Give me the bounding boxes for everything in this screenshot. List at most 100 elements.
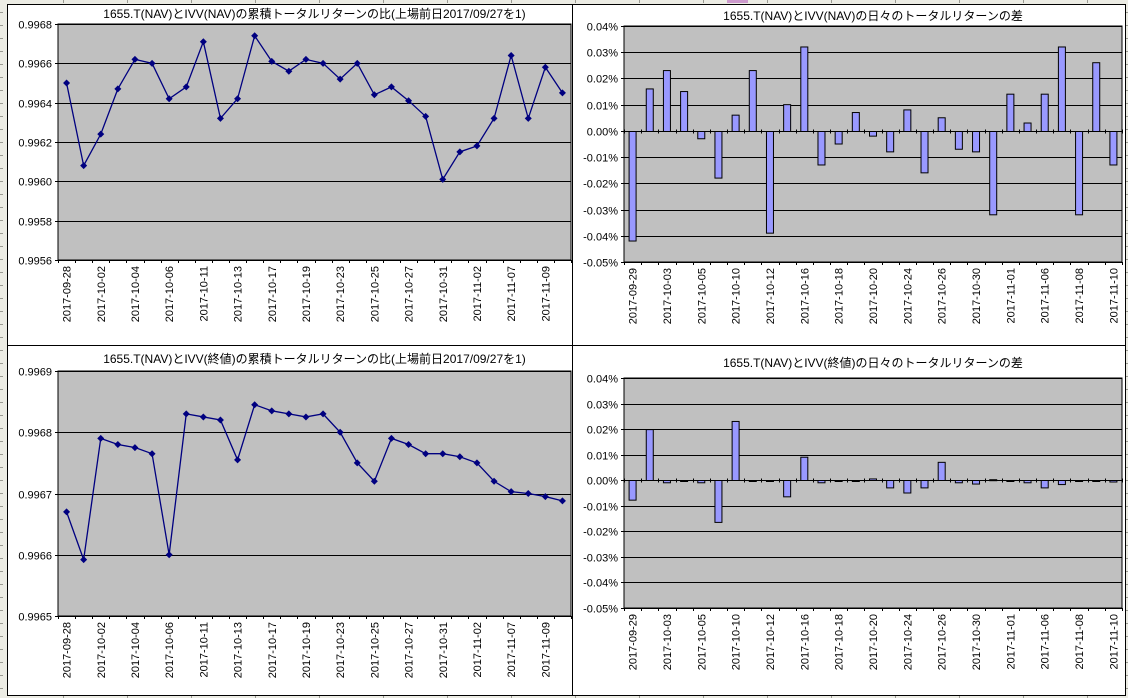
svg-text:2017-11-10: 2017-11-10 [1108,268,1120,323]
line-series [63,32,566,183]
data-point-marker [97,130,105,138]
svg-text:-0.03%: -0.03% [583,206,618,218]
chart-cumulative-nav-nav[interactable]: 1655.T(NAV)とIVV(NAV)の累積トータルリターンの比(上場前日20… [7,4,573,346]
svg-text:-0.01%: -0.01% [583,502,618,514]
svg-text:0.9968: 0.9968 [18,428,52,440]
data-point-marker [439,450,447,458]
bar [954,131,963,150]
svg-text:2017-10-02: 2017-10-02 [96,622,108,678]
svg-text:2017-10-31: 2017-10-31 [438,266,450,322]
svg-text:-0.04%: -0.04% [583,232,618,244]
svg-text:2017-11-06: 2017-11-06 [1040,614,1052,669]
bar [714,131,723,179]
data-point-marker [165,551,173,559]
data-point-marker [405,441,413,448]
svg-text:0.9967: 0.9967 [18,490,52,502]
y-axis: 0.04% 0.03% 0.02% 0.01% 0.00% -0.01% -0.02% -0.… [583,22,1122,270]
bar [628,480,637,501]
bar-series [624,46,1123,242]
svg-text:2017-10-17: 2017-10-17 [267,622,279,678]
svg-text:0.01%: 0.01% [587,451,618,463]
svg-text:0.04%: 0.04% [587,374,618,386]
bar [834,131,843,145]
data-point-marker [473,459,481,467]
svg-text:2017-10-23: 2017-10-23 [335,266,347,322]
bar [1040,480,1049,489]
bar-chart-plot: 0.04% 0.03% 0.02% 0.01% 0.00% -0.01% -0.02% -0.… [583,374,1123,670]
bar [937,117,946,133]
data-point-marker [182,83,190,91]
bar [937,461,946,482]
svg-text:2017-11-10: 2017-11-10 [1108,614,1120,669]
svg-text:2017-10-03: 2017-10-03 [662,614,674,670]
data-point-marker [524,490,532,497]
svg-text:2017-10-05: 2017-10-05 [696,614,708,670]
bar [851,112,860,132]
data-point-marker [182,410,190,418]
svg-text:-0.04%: -0.04% [583,578,618,590]
svg-text:0.03%: 0.03% [587,48,618,60]
svg-text:2017-09-29: 2017-09-29 [628,268,640,324]
line-chart-plot: 0.9968 0.9966 0.9964 0.9962 0.9960 0.9958 0.99… [18,20,572,322]
svg-text:2017-09-29: 2017-09-29 [628,614,640,670]
data-point-marker [131,444,139,452]
svg-text:2017-10-12: 2017-10-12 [765,268,777,324]
svg-text:2017-10-27: 2017-10-27 [404,266,416,322]
svg-text:2017-10-04: 2017-10-04 [130,266,142,322]
svg-text:2017-11-06: 2017-11-06 [1040,268,1052,323]
svg-text:2017-11-07: 2017-11-07 [506,266,518,321]
chart-daily-diff-nav-close[interactable]: 1655.T(NAV)とIVV(終値)の日々のトータルリターンの差 0.04% 0… [572,345,1126,696]
data-point-marker [268,407,276,415]
chart-title: 1655.T(NAV)とIVV(終値)の日々のトータルリターンの差 [723,356,1023,370]
svg-text:2017-10-11: 2017-10-11 [198,622,210,677]
bar [765,131,774,234]
bar [886,131,895,153]
svg-text:-0.05%: -0.05% [583,604,618,616]
bar [920,131,929,174]
chart-cumulative-nav-close[interactable]: 1655.T(NAV)とIVV(終値)の累積トータルリターンの比(上場前日201… [7,345,573,696]
svg-text:2017-10-17: 2017-10-17 [267,266,279,322]
bar [1075,131,1084,216]
chart-title: 1655.T(NAV)とIVV(NAV)の日々のトータルリターンの差 [723,9,1023,23]
svg-text:0.00%: 0.00% [587,127,618,139]
data-point-marker [199,413,207,421]
svg-text:2017-10-19: 2017-10-19 [301,266,313,322]
svg-text:-0.01%: -0.01% [583,153,618,165]
bar [972,131,981,153]
bar [1057,480,1066,486]
bar [662,70,671,132]
data-point-marker [507,51,515,59]
data-point-marker [524,114,532,122]
bar [817,131,826,166]
svg-text:2017-10-27: 2017-10-27 [404,622,416,678]
svg-text:2017-10-24: 2017-10-24 [902,614,914,670]
svg-text:2017-11-09: 2017-11-09 [540,266,552,321]
data-point-marker [336,428,344,436]
bar-series [624,420,1123,523]
bar [1023,122,1032,133]
data-point-marker [131,55,139,63]
svg-text:2017-10-13: 2017-10-13 [233,622,245,678]
svg-text:2017-11-01: 2017-11-01 [1005,614,1017,669]
data-point-marker [490,477,498,485]
data-point-marker [80,556,88,564]
svg-text:-0.05%: -0.05% [583,258,618,270]
svg-text:2017-11-09: 2017-11-09 [540,622,552,677]
svg-text:-0.02%: -0.02% [583,179,618,191]
bar [903,109,912,132]
data-point-marker [319,410,327,418]
svg-text:0.01%: 0.01% [587,101,618,113]
bar [645,429,654,481]
svg-text:2017-10-18: 2017-10-18 [834,268,846,324]
bar [783,480,792,498]
data-point-marker [558,497,566,505]
bar [1109,131,1118,166]
data-point-marker [251,32,259,40]
svg-text:0.04%: 0.04% [587,22,618,34]
chart-daily-diff-nav-nav[interactable]: 1655.T(NAV)とIVV(NAV)の日々のトータルリターンの差 0.04%… [572,4,1126,346]
svg-text:0.9966: 0.9966 [18,551,52,563]
bar [869,131,877,137]
svg-text:-0.02%: -0.02% [583,527,618,539]
data-point-marker [507,488,515,496]
